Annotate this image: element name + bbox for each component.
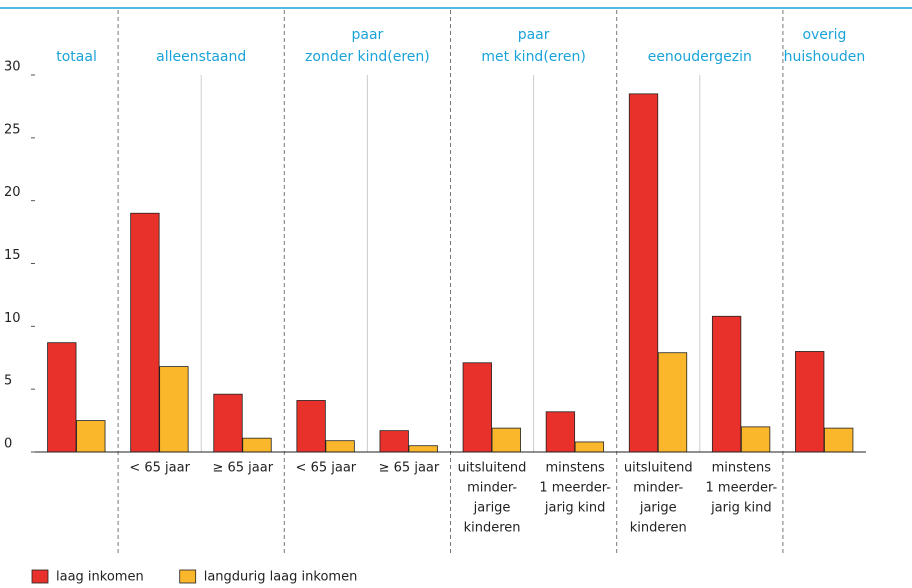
bar <box>408 445 438 453</box>
x-tick-label: kinderen <box>630 521 687 536</box>
bar <box>325 440 355 453</box>
bar <box>824 427 854 453</box>
group-label: huishouden <box>784 49 866 65</box>
group-label: alleenstaand <box>156 49 246 65</box>
group-label: paar <box>518 27 550 43</box>
y-tick-label: 10 <box>4 311 21 326</box>
x-tick-label: 1 meerder- <box>706 481 778 496</box>
x-tick-label: jarige <box>473 501 511 516</box>
bar <box>711 315 742 453</box>
bar <box>740 426 771 453</box>
bar <box>491 427 521 453</box>
legend-label: langdurig laag inkomen <box>204 570 358 585</box>
x-tick-label: jarige <box>639 501 677 516</box>
x-tick-label: uitsluitend <box>624 461 693 476</box>
group-label: eenoudergezin <box>648 49 752 65</box>
x-tick-label: minder- <box>633 481 683 496</box>
bar <box>657 352 688 453</box>
x-tick-label: ≥ 65 jaar <box>379 461 440 476</box>
y-tick-label: 20 <box>4 185 21 200</box>
group-label: zonder kind(eren) <box>305 49 430 65</box>
x-tick-label: 1 meerder- <box>539 481 611 496</box>
bar <box>242 437 272 453</box>
legend-label: laag inkomen <box>56 570 144 585</box>
x-tick-label: jarig kind <box>710 501 772 516</box>
x-tick-label: minstens <box>545 461 605 476</box>
bar <box>545 411 576 453</box>
group-label: totaal <box>56 49 97 65</box>
legend-swatch <box>179 569 197 584</box>
x-tick-label: ≥ 65 jaar <box>212 461 273 476</box>
y-tick-label: 5 <box>4 374 12 389</box>
x-tick-label: < 65 jaar <box>129 461 190 476</box>
y-tick-label: 0 <box>4 437 12 452</box>
x-tick-label: minder- <box>467 481 517 496</box>
y-tick-label: 15 <box>4 248 21 263</box>
x-tick-label: uitsluitend <box>458 461 527 476</box>
group-label: met kind(eren) <box>481 49 585 65</box>
bar <box>379 430 409 453</box>
bar <box>795 351 825 453</box>
x-tick-label: minstens <box>712 461 772 476</box>
x-tick-label: jarig kind <box>544 501 606 516</box>
x-tick-label: < 65 jaar <box>296 461 357 476</box>
x-tick-label: kinderen <box>464 521 521 536</box>
bar <box>130 212 160 453</box>
y-tick-label: 25 <box>4 122 21 137</box>
legend-swatch <box>31 569 49 584</box>
group-label: overig <box>802 27 846 43</box>
bar <box>628 93 659 453</box>
bar <box>76 420 106 453</box>
bar <box>462 362 492 453</box>
bar <box>213 393 243 453</box>
group-label: paar <box>351 27 383 43</box>
y-tick-label: 30 <box>4 60 21 75</box>
bar <box>574 441 605 453</box>
bar <box>159 366 189 453</box>
bar <box>296 400 326 453</box>
bar <box>47 342 77 453</box>
